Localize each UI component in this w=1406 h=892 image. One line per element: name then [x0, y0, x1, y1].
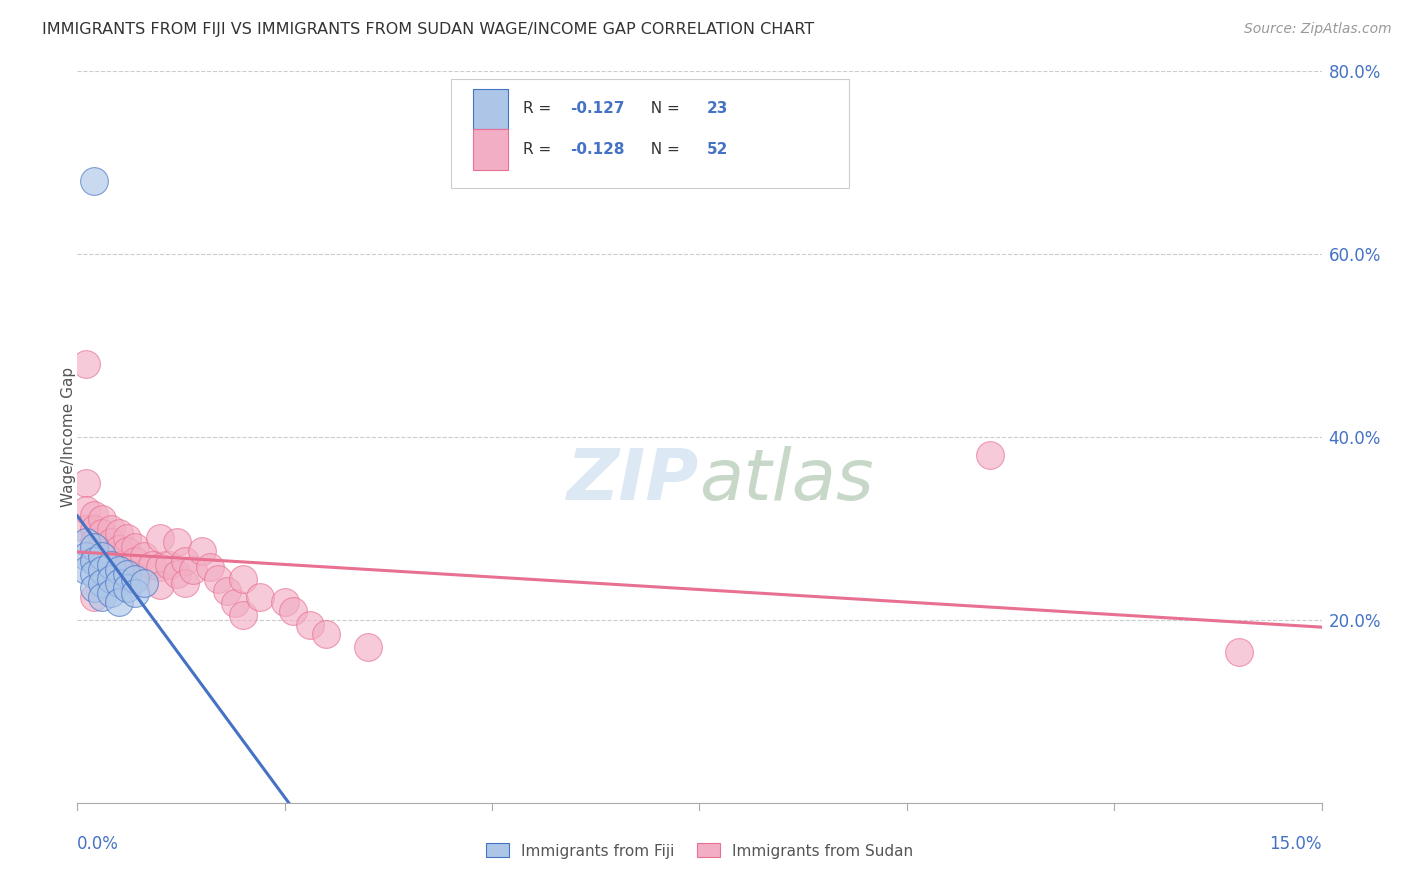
Point: [75, 535, 97, 549]
Point: [83, 567, 105, 582]
Point: [149, 560, 172, 574]
Point: [174, 553, 197, 567]
Legend: Immigrants from Fiji, Immigrants from Sudan: Immigrants from Fiji, Immigrants from Su…: [479, 838, 920, 864]
Point: [191, 544, 214, 558]
Point: [183, 563, 205, 577]
Point: [75, 521, 97, 535]
Point: [124, 572, 146, 586]
Text: N =: N =: [641, 101, 685, 116]
Text: -0.127: -0.127: [569, 101, 624, 116]
Point: [232, 572, 254, 586]
Point: [100, 563, 122, 577]
Point: [149, 531, 172, 545]
Point: [115, 531, 138, 545]
Point: [83, 590, 105, 604]
Point: [232, 608, 254, 623]
Text: ZIP: ZIP: [567, 447, 700, 516]
Point: [75, 549, 97, 563]
Text: Source: ZipAtlas.com: Source: ZipAtlas.com: [1244, 22, 1392, 37]
Text: -0.128: -0.128: [569, 142, 624, 157]
Point: [83, 549, 105, 563]
Text: N =: N =: [641, 142, 685, 157]
Point: [91, 549, 114, 563]
Point: [83, 581, 105, 595]
Text: R =: R =: [523, 101, 555, 116]
Point: [108, 594, 131, 608]
Point: [315, 626, 337, 640]
Point: [91, 576, 114, 591]
Point: [298, 617, 321, 632]
Point: [91, 590, 114, 604]
Point: [157, 558, 180, 573]
Point: [115, 567, 138, 582]
Text: IMMIGRANTS FROM FIJI VS IMMIGRANTS FROM SUDAN WAGE/INCOME GAP CORRELATION CHART: IMMIGRANTS FROM FIJI VS IMMIGRANTS FROM …: [42, 22, 814, 37]
Point: [124, 553, 146, 567]
Point: [124, 585, 146, 599]
Point: [115, 560, 138, 574]
Point: [224, 597, 246, 611]
Point: [100, 572, 122, 586]
Point: [108, 558, 131, 573]
Text: 0.0%: 0.0%: [77, 835, 120, 853]
Y-axis label: Wage/Income Gap: Wage/Income Gap: [62, 367, 76, 508]
Point: [83, 174, 105, 188]
Point: [75, 563, 97, 577]
Point: [75, 357, 97, 371]
Text: 15.0%: 15.0%: [1270, 835, 1322, 853]
Point: [215, 583, 238, 598]
Point: [108, 563, 131, 577]
Point: [108, 526, 131, 541]
Point: [115, 544, 138, 558]
Point: [83, 508, 105, 522]
Point: [108, 576, 131, 591]
Point: [83, 521, 105, 535]
Point: [75, 475, 97, 490]
Text: 23: 23: [707, 101, 728, 116]
Point: [166, 567, 188, 582]
Point: [132, 549, 155, 563]
Text: 52: 52: [707, 142, 728, 157]
Point: [91, 540, 114, 554]
Point: [174, 576, 197, 591]
Point: [249, 590, 271, 604]
Point: [83, 553, 105, 567]
Point: [100, 535, 122, 549]
Point: [979, 449, 1001, 463]
Bar: [472, 129, 508, 169]
Point: [91, 526, 114, 541]
Point: [83, 535, 105, 549]
Point: [108, 541, 131, 556]
Point: [75, 503, 97, 517]
Point: [100, 521, 122, 535]
Point: [1227, 645, 1250, 659]
Point: [91, 563, 114, 577]
Point: [124, 540, 146, 554]
Point: [100, 558, 122, 573]
Point: [198, 560, 221, 574]
Point: [274, 594, 297, 608]
Point: [207, 572, 229, 586]
Point: [115, 581, 138, 595]
Point: [100, 585, 122, 599]
Point: [100, 549, 122, 563]
Bar: [472, 88, 508, 128]
Point: [281, 604, 304, 618]
Point: [91, 553, 114, 567]
Point: [141, 558, 163, 573]
Point: [83, 540, 105, 554]
Point: [124, 569, 146, 583]
Point: [166, 535, 188, 549]
Point: [91, 512, 114, 526]
Text: R =: R =: [523, 142, 555, 157]
Text: atlas: atlas: [700, 447, 875, 516]
FancyBboxPatch shape: [451, 78, 849, 188]
Point: [357, 640, 380, 655]
Point: [149, 578, 172, 592]
Point: [132, 576, 155, 591]
